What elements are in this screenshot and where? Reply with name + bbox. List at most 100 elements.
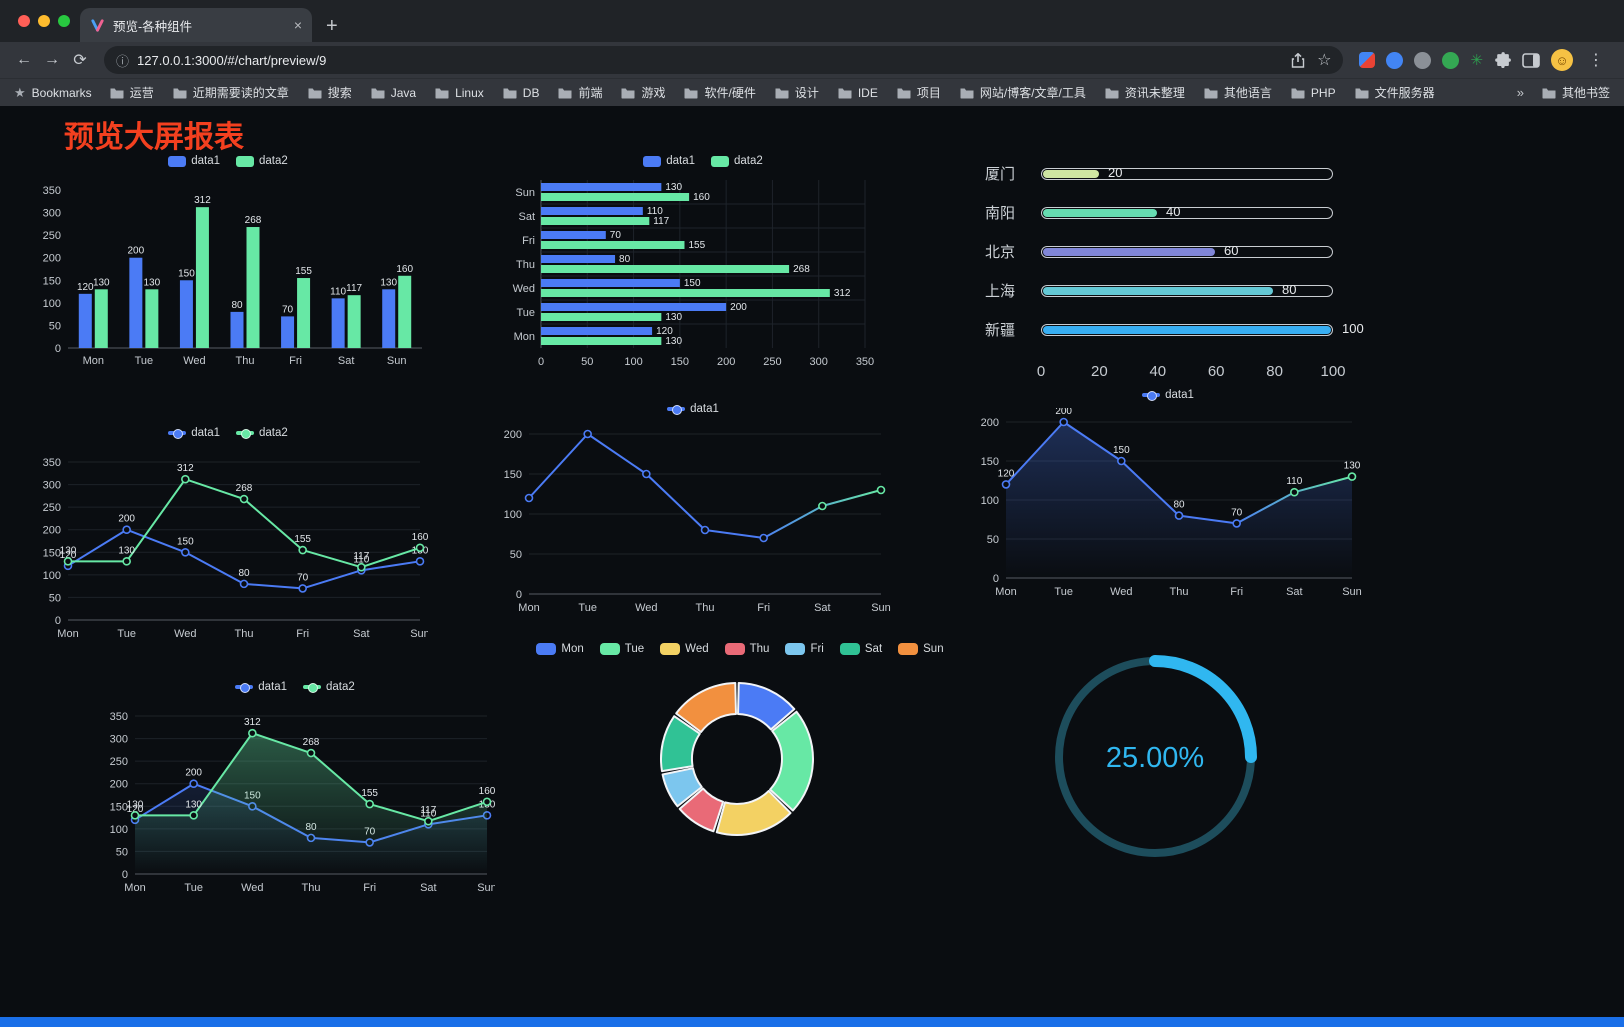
svg-text:160: 160 (693, 192, 710, 203)
bookmark-item[interactable]: 运营 (110, 84, 154, 101)
bookmark-item[interactable]: 近期需要读的文章 (173, 84, 289, 101)
legend-item[interactable]: data2 (711, 155, 763, 167)
chart-canvas[interactable]: 0 50 100 150 200 250 300 350 Mon Tue Wed Thu Fri Sat S… (95, 700, 495, 900)
legend-item[interactable]: data1 (168, 427, 220, 439)
chart-grouped-bar[interactable]: data1 data2 0 50 100 150 200 250 300 350 Mon 120 130… (28, 150, 428, 374)
bookmark-item[interactable]: IDE (838, 86, 878, 100)
bookmark-item[interactable]: 资讯未整理 (1105, 84, 1185, 101)
legend-item[interactable]: Sat (839, 643, 882, 655)
green-extension-icon[interactable] (1442, 51, 1460, 69)
svg-text:117: 117 (420, 805, 436, 816)
legend-item[interactable]: data2 (236, 427, 288, 439)
progress-value: 60 (1224, 242, 1239, 258)
chart-two-series-line[interactable]: data1 data2 0 50 100 150 200 250 300 350 Mon Tue Wed… (28, 422, 428, 646)
zoom-window-button[interactable] (58, 15, 70, 27)
window-controls (18, 15, 70, 27)
minimize-window-button[interactable] (38, 15, 50, 27)
bookmark-label: DB (522, 85, 540, 100)
legend-item[interactable]: Fri (785, 643, 824, 655)
bookmark-item[interactable]: Linux (435, 86, 484, 100)
legend-item[interactable]: Sun (898, 643, 944, 655)
svg-text:25.00%: 25.00% (1106, 742, 1204, 774)
bookmark-item[interactable]: 网站/博客/文章/工具 (960, 84, 1086, 101)
svg-text:0: 0 (55, 615, 61, 627)
progress-row: 南阳 40 (985, 193, 1363, 232)
bookmark-item[interactable]: 前端 (558, 84, 602, 101)
gray-extension-icon[interactable] (1414, 51, 1432, 69)
bookmark-item[interactable]: PHP (1291, 86, 1336, 100)
menu-kebab-icon[interactable]: ⋮ (1588, 52, 1604, 69)
legend-item[interactable]: Wed (660, 643, 709, 655)
svg-text:120: 120 (127, 804, 144, 815)
new-tab-button[interactable]: + (326, 15, 338, 37)
address-bar[interactable]: ⓘ 127.0.0.1:3000/#/chart/preview/9 ☆ (104, 46, 1344, 74)
legend-item[interactable]: Mon (536, 643, 584, 655)
legend-item[interactable]: data2 (236, 155, 288, 167)
chart-percent-gauge[interactable]: 25.00% (1040, 642, 1270, 872)
chart-canvas[interactable]: 0 50 100 150 200 Mon Tue Wed Thu Fri Sat Sun 120 200 1… (972, 408, 1364, 604)
chart-canvas[interactable]: 0 50 100 150 200 Mon Tue Wed Thu Fri Sat Sun (493, 422, 893, 620)
bookmark-star-icon[interactable]: ☆ (1317, 52, 1332, 69)
chart-legend: data1 (972, 384, 1364, 406)
chart-grouped-horizontal-bar[interactable]: data1 data2 0 50 100 150 200 250 300 350 Sun 130 160… (503, 150, 903, 374)
site-info-icon[interactable]: ⓘ (116, 53, 130, 69)
extensions-puzzle-icon[interactable] (1494, 51, 1511, 69)
red-blue-extension-icon[interactable] (1359, 52, 1376, 68)
svg-text:Tue: Tue (184, 882, 203, 894)
legend-item[interactable]: data2 (303, 681, 355, 693)
close-window-button[interactable] (18, 15, 30, 27)
svg-text:100: 100 (981, 495, 999, 507)
chart-weekday-donut[interactable]: Mon Tue Wed Thu Fri Sat Sun (536, 638, 944, 852)
svg-text:0: 0 (516, 589, 522, 601)
legend-item[interactable]: data1 (168, 155, 220, 167)
svg-text:160: 160 (479, 786, 495, 797)
url-text[interactable]: 127.0.0.1:3000/#/chart/preview/9 (137, 52, 327, 68)
chart-two-series-area-line[interactable]: data1 data2 0 50 100 150 200 250 300 350 Mon Tue Wed… (95, 676, 495, 900)
bookmark-item[interactable]: 项目 (897, 84, 941, 101)
legend-label: data2 (259, 155, 288, 167)
reload-icon[interactable]: ⟳ (73, 52, 87, 69)
legend-item[interactable]: Tue (599, 643, 644, 655)
bookmark-item[interactable]: 搜索 (308, 84, 352, 101)
svg-text:100: 100 (504, 509, 522, 521)
tab-close-icon[interactable]: × (293, 17, 302, 33)
bookmark-item[interactable]: 文件服务器 (1355, 84, 1435, 101)
progress-fill (1043, 325, 1331, 334)
bookmarks-overflow-chevron[interactable]: » (1516, 85, 1524, 100)
legend-item[interactable]: data1 (235, 681, 287, 693)
chart-single-area-line[interactable]: data1 0 50 100 150 200 Mon Tue Wed Thu Fri Sat Sun 12… (972, 384, 1364, 604)
chart-canvas[interactable]: 0 50 100 150 200 250 300 350 Mon Tue Wed Thu Fri Sat S… (28, 446, 428, 646)
bookmark-item[interactable]: 软件/硬件 (684, 84, 756, 101)
side-panel-icon[interactable] (1522, 52, 1540, 68)
bookmark-item[interactable]: DB (503, 85, 540, 100)
back-icon[interactable]: ← (16, 51, 32, 68)
browser-tab[interactable]: 预览-各种组件 × (80, 8, 312, 42)
green-star-extension-icon[interactable]: ✳ (1470, 51, 1483, 69)
svg-text:Wed: Wed (174, 628, 196, 640)
svg-text:Fri: Fri (363, 882, 376, 894)
bookmark-item[interactable]: Java (371, 86, 416, 100)
legend-item[interactable]: data1 (667, 403, 719, 415)
bookmark-item[interactable]: 设计 (775, 84, 819, 101)
svg-text:Mon: Mon (57, 628, 78, 640)
profile-avatar[interactable]: ☺ (1551, 49, 1573, 71)
chart-city-progress-bars[interactable]: 厦门 20 南阳 40 北京 60 上海 80 新疆 100 0 20 40 60 80 100 (985, 154, 1364, 383)
svg-text:Wed: Wed (241, 882, 263, 894)
forward-icon[interactable]: → (44, 51, 60, 68)
chart-single-line[interactable]: data1 0 50 100 150 200 Mon Tue Wed Thu Fri Sat Sun (493, 398, 893, 620)
legend-item[interactable]: data1 (1142, 389, 1194, 401)
legend-item[interactable]: Thu (724, 643, 769, 655)
share-icon[interactable] (1291, 52, 1305, 68)
chart-canvas[interactable]: 25.00% (1040, 642, 1270, 872)
bookmark-item[interactable]: 其他语言 (1204, 84, 1272, 101)
chart-canvas[interactable] (540, 662, 940, 852)
chart-legend: Mon Tue Wed Thu Fri Sat Sun (536, 638, 944, 660)
bookmark-label: Java (390, 85, 417, 100)
bookmarks-manager-button[interactable]: ★ Bookmarks (14, 85, 92, 101)
blue-drop-extension-icon[interactable] (1386, 51, 1404, 69)
other-bookmarks-folder[interactable]: 其他书签 (1542, 84, 1610, 101)
legend-item[interactable]: data1 (643, 155, 695, 167)
bookmark-item[interactable]: 游戏 (621, 84, 665, 101)
